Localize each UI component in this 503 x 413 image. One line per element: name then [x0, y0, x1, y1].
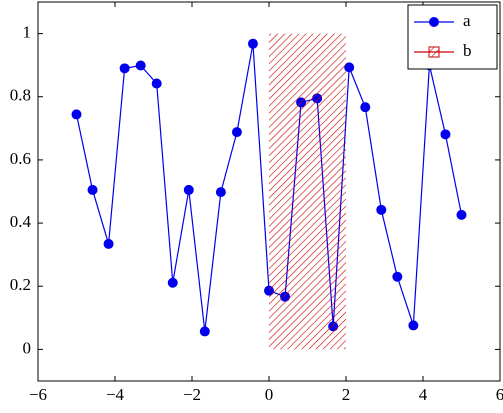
point — [247, 38, 258, 49]
point — [392, 271, 403, 282]
point — [360, 102, 371, 113]
point — [215, 187, 226, 198]
x-tick-label: 2 — [342, 385, 351, 404]
legend-marker — [429, 17, 439, 27]
point — [167, 277, 178, 288]
x-tick-label: 0 — [265, 385, 274, 404]
point — [135, 60, 146, 71]
point — [87, 184, 98, 195]
point — [183, 184, 194, 195]
point — [231, 127, 242, 138]
y-tick-label: 0 — [23, 338, 32, 357]
point — [408, 320, 419, 331]
point — [119, 63, 130, 74]
x-tick-label: −6 — [29, 385, 47, 404]
y-tick-label: 0.6 — [10, 149, 31, 168]
y-tick-label: 0.8 — [10, 86, 31, 105]
point — [103, 238, 114, 249]
x-tick-label: −4 — [106, 385, 125, 404]
point — [376, 204, 387, 215]
legend-label: a — [463, 11, 471, 30]
y-tick-label: 1 — [23, 22, 32, 41]
y-tick-label: 0.4 — [10, 212, 32, 231]
point — [456, 209, 467, 220]
point — [344, 62, 355, 73]
point — [71, 109, 82, 120]
x-tick-label: −2 — [183, 385, 201, 404]
point — [151, 78, 162, 89]
x-tick-label: 4 — [419, 385, 428, 404]
y-tick-label: 0.2 — [10, 275, 31, 294]
legend-marker — [428, 46, 440, 58]
x-tick-label: 6 — [496, 385, 503, 404]
legend-label: b — [463, 41, 472, 60]
hatched-area — [269, 33, 346, 350]
point — [440, 129, 451, 140]
point — [199, 326, 210, 337]
legend — [407, 4, 498, 70]
